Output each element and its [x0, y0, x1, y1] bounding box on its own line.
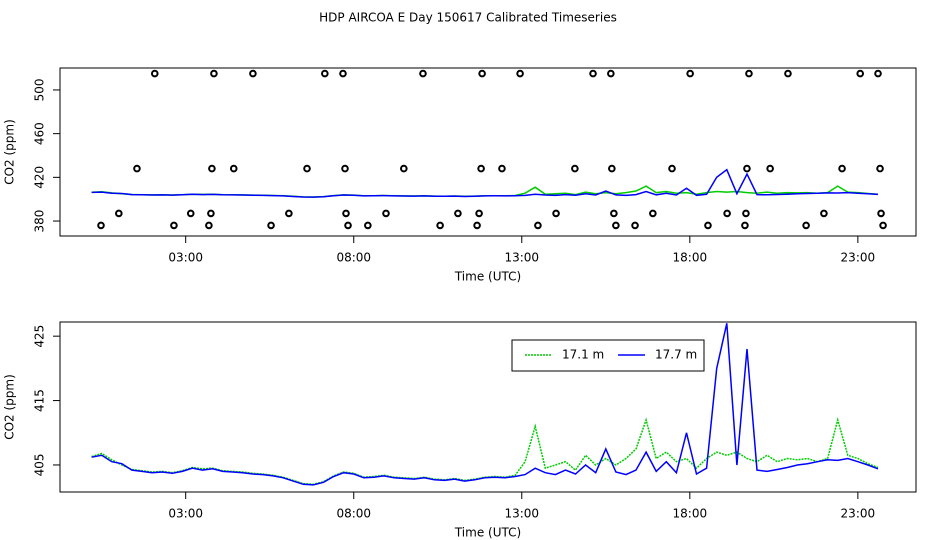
outlier-point [321, 69, 329, 78]
outlier-point [170, 221, 178, 230]
outlier-point [207, 209, 215, 218]
series-line [91, 417, 879, 486]
outlier-point [344, 221, 352, 230]
outlier-point [186, 209, 195, 218]
series-line [91, 323, 879, 486]
y-tick-label: 420 [33, 166, 47, 189]
x-tick-label: 13:00 [504, 507, 539, 521]
chart-title: HDP AIRCOA E Day 150617 Calibrated Times… [319, 11, 617, 25]
outlier-point [610, 209, 618, 218]
y-tick-label: 380 [33, 210, 47, 233]
outlier-point [743, 164, 751, 173]
outlier-point [475, 209, 483, 218]
outlier-point [364, 221, 372, 230]
outlier-point [400, 164, 408, 173]
outlier-point [802, 221, 810, 230]
outlier-point [473, 221, 481, 230]
legend-label: 17.1 m [562, 348, 604, 362]
outlier-point [784, 69, 792, 78]
outlier-point [838, 164, 846, 173]
outlier-point [668, 164, 676, 173]
outlier-point [874, 69, 882, 78]
outlier-point [704, 221, 712, 230]
outlier-point [607, 69, 615, 78]
x-tick-label: 03:00 [168, 251, 203, 265]
outlier-point [454, 209, 462, 218]
outlier-point [339, 69, 347, 78]
x-tick-label: 18:00 [673, 251, 708, 265]
outlier-point [341, 164, 349, 173]
y-tick-label: 425 [33, 325, 47, 348]
x-tick-label: 18:00 [673, 507, 708, 521]
plot-frame [59, 67, 917, 237]
outlier-point [303, 164, 311, 173]
outlier-point [745, 69, 753, 78]
outlier-point [534, 221, 542, 230]
outlier-point [478, 69, 486, 78]
outlier-point [856, 69, 865, 78]
outlier-point [608, 164, 616, 173]
x-tick-label: 13:00 [504, 251, 539, 265]
y-tick-label: 500 [33, 79, 47, 102]
outlier-point [631, 221, 639, 230]
outlier-point [205, 221, 213, 230]
x-tick-label: 08:00 [336, 251, 371, 265]
outlier-point [571, 164, 579, 173]
outlier-point [267, 221, 275, 230]
x-tick-label: 08:00 [336, 507, 371, 521]
outlier-point [723, 209, 731, 218]
series-line [91, 168, 879, 198]
x-tick-label: 03:00 [168, 507, 203, 521]
outlier-point [115, 209, 123, 218]
outlier-point [552, 209, 560, 218]
outlier-point [436, 221, 444, 230]
outlier-point [342, 209, 350, 218]
outlier-point [766, 164, 774, 173]
outlier-point [876, 164, 884, 173]
plot-frame [59, 321, 917, 493]
legend-label: 17.7 m [655, 348, 697, 362]
y-axis-label: CO2 (ppm) [3, 374, 17, 440]
outlier-point [249, 69, 257, 78]
outlier-point [498, 164, 506, 173]
y-tick-label: 405 [33, 454, 47, 477]
outlier-point [97, 221, 105, 230]
outlier-point [419, 69, 427, 78]
outlier-point [742, 209, 750, 218]
outlier-point [612, 221, 620, 230]
outlier-point [208, 164, 216, 173]
outlier-point [150, 69, 159, 78]
outlier-point [229, 164, 238, 173]
y-axis-label: CO2 (ppm) [3, 119, 17, 185]
outlier-point [133, 164, 141, 173]
y-tick-label: 415 [33, 389, 47, 412]
outlier-point [589, 69, 597, 78]
outlier-point [285, 209, 293, 218]
outlier-point [877, 209, 885, 218]
outlier-point [686, 69, 694, 78]
outlier-point [477, 164, 485, 173]
outlier-point [820, 209, 828, 218]
outlier-point [879, 221, 887, 230]
outlier-point [516, 69, 524, 78]
outlier-point [649, 209, 657, 218]
x-tick-label: 23:00 [841, 507, 876, 521]
outlier-point [210, 69, 218, 78]
y-tick-label: 460 [33, 122, 47, 145]
outlier-point [741, 221, 749, 230]
x-tick-label: 23:00 [841, 251, 876, 265]
x-axis-label: Time (UTC) [454, 526, 521, 540]
outlier-point [382, 209, 390, 218]
x-axis-label: Time (UTC) [454, 270, 521, 284]
